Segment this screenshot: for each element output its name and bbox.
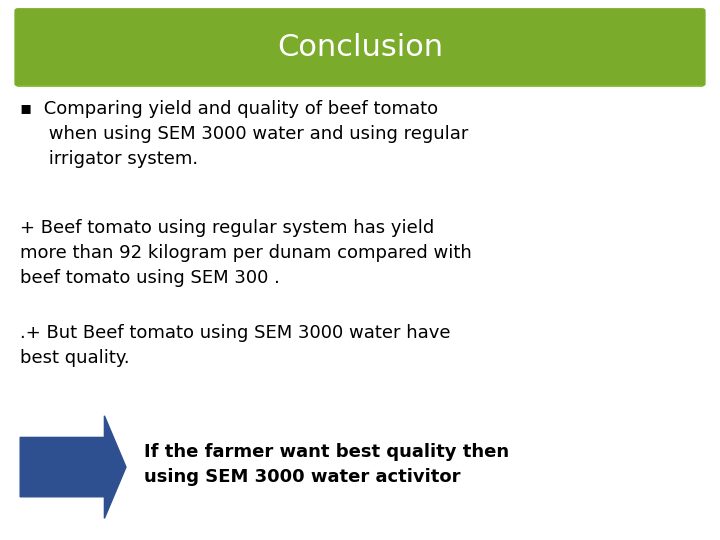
Text: + Beef tomato using regular system has yield
more than 92 kilogram per dunam com: + Beef tomato using regular system has y… (20, 219, 472, 287)
Text: .+ But Beef tomato using SEM 3000 water have
best quality.: .+ But Beef tomato using SEM 3000 water … (20, 324, 451, 367)
Polygon shape (20, 416, 126, 518)
FancyBboxPatch shape (14, 8, 706, 86)
Text: If the farmer want best quality then
using SEM 3000 water activitor: If the farmer want best quality then usi… (144, 443, 509, 486)
Text: ▪  Comparing yield and quality of beef tomato
     when using SEM 3000 water and: ▪ Comparing yield and quality of beef to… (20, 100, 469, 168)
Text: Conclusion: Conclusion (277, 33, 443, 62)
